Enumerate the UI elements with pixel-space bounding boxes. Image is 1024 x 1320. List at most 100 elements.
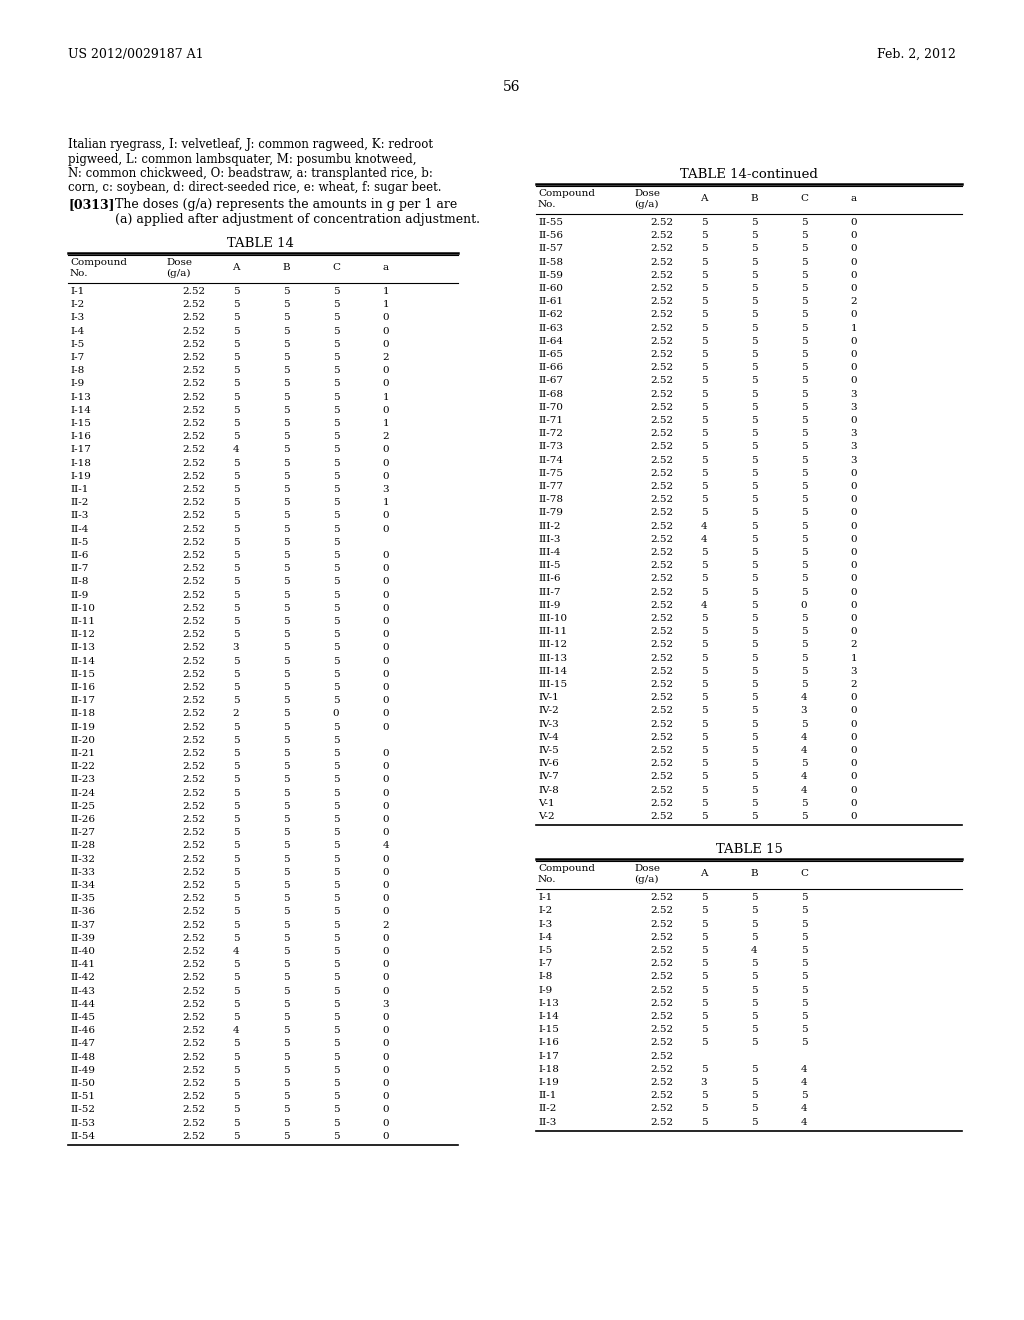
- Text: Feb. 2, 2012: Feb. 2, 2012: [878, 48, 956, 61]
- Text: 5: 5: [751, 785, 758, 795]
- Text: 0: 0: [851, 521, 857, 531]
- Text: II-54: II-54: [70, 1131, 95, 1140]
- Text: 2.52: 2.52: [650, 1012, 674, 1020]
- Text: 5: 5: [283, 696, 290, 705]
- Text: III-3: III-3: [538, 535, 560, 544]
- Text: 2.52: 2.52: [650, 894, 674, 902]
- Text: 2.52: 2.52: [650, 960, 674, 968]
- Text: 2.52: 2.52: [650, 429, 674, 438]
- Text: 0: 0: [383, 590, 389, 599]
- Text: 2.52: 2.52: [182, 907, 206, 916]
- Text: II-77: II-77: [538, 482, 563, 491]
- Text: 5: 5: [232, 999, 240, 1008]
- Text: 2.52: 2.52: [182, 1052, 206, 1061]
- Text: 2.52: 2.52: [650, 785, 674, 795]
- Text: 5: 5: [333, 1065, 339, 1074]
- Text: 5: 5: [232, 1131, 240, 1140]
- Text: 5: 5: [801, 1026, 807, 1034]
- Text: 5: 5: [801, 376, 807, 385]
- Text: III-4: III-4: [538, 548, 560, 557]
- Text: II-61: II-61: [538, 297, 563, 306]
- Text: 5: 5: [751, 376, 758, 385]
- Text: 0: 0: [851, 416, 857, 425]
- Text: III-12: III-12: [538, 640, 567, 649]
- Text: 5: 5: [283, 1092, 290, 1101]
- Text: 2.52: 2.52: [650, 1105, 674, 1113]
- Text: IV-1: IV-1: [538, 693, 559, 702]
- Text: 0: 0: [383, 1118, 389, 1127]
- Text: 0: 0: [383, 656, 389, 665]
- Text: 2.52: 2.52: [182, 445, 206, 454]
- Text: 0: 0: [383, 748, 389, 758]
- Text: II-32: II-32: [70, 854, 95, 863]
- Text: 5: 5: [700, 416, 708, 425]
- Text: 0: 0: [851, 363, 857, 372]
- Text: 5: 5: [801, 482, 807, 491]
- Text: 0: 0: [383, 603, 389, 612]
- Text: Dose: Dose: [634, 189, 660, 198]
- Text: 2.52: 2.52: [650, 271, 674, 280]
- Text: 5: 5: [751, 508, 758, 517]
- Text: pigweed, L: common lambsquater, M: posumbu knotweed,: pigweed, L: common lambsquater, M: posum…: [68, 153, 417, 165]
- Text: 0: 0: [383, 643, 389, 652]
- Text: 5: 5: [700, 653, 708, 663]
- Text: II-63: II-63: [538, 323, 563, 333]
- Text: 5: 5: [283, 577, 290, 586]
- Text: 2.52: 2.52: [182, 814, 206, 824]
- Text: 0: 0: [851, 495, 857, 504]
- Text: 4: 4: [383, 841, 389, 850]
- Text: 5: 5: [283, 352, 290, 362]
- Text: 5: 5: [751, 920, 758, 928]
- Text: 5: 5: [700, 772, 708, 781]
- Text: 5: 5: [333, 511, 339, 520]
- Text: 2.52: 2.52: [182, 498, 206, 507]
- Text: 5: 5: [700, 495, 708, 504]
- Text: Compound: Compound: [538, 189, 595, 198]
- Text: 5: 5: [333, 616, 339, 626]
- Text: 4: 4: [700, 535, 708, 544]
- Text: 2.52: 2.52: [650, 946, 674, 954]
- Text: I-15: I-15: [538, 1026, 559, 1034]
- Text: II-39: II-39: [70, 933, 95, 942]
- Text: 5: 5: [283, 643, 290, 652]
- Text: 5: 5: [333, 907, 339, 916]
- Text: 5: 5: [232, 366, 240, 375]
- Text: II-23: II-23: [70, 775, 95, 784]
- Text: 5: 5: [801, 574, 807, 583]
- Text: 2.52: 2.52: [182, 1092, 206, 1101]
- Text: 2.52: 2.52: [650, 535, 674, 544]
- Text: 5: 5: [333, 867, 339, 876]
- Text: 2.52: 2.52: [650, 376, 674, 385]
- Text: 2.52: 2.52: [182, 920, 206, 929]
- Text: 0: 0: [383, 1039, 389, 1048]
- Text: I-5: I-5: [70, 339, 84, 348]
- Text: 5: 5: [751, 548, 758, 557]
- Text: 5: 5: [751, 1105, 758, 1113]
- Text: 5: 5: [751, 1012, 758, 1020]
- Text: 2.52: 2.52: [650, 403, 674, 412]
- Text: 0: 0: [383, 1012, 389, 1022]
- Text: 5: 5: [333, 313, 339, 322]
- Text: 4: 4: [801, 1105, 807, 1113]
- Text: 5: 5: [283, 432, 290, 441]
- Text: 5: 5: [283, 1039, 290, 1048]
- Text: 2.52: 2.52: [182, 313, 206, 322]
- Text: 5: 5: [751, 363, 758, 372]
- Text: 2.52: 2.52: [182, 973, 206, 982]
- Text: 2.52: 2.52: [182, 735, 206, 744]
- Text: 5: 5: [283, 735, 290, 744]
- Text: A: A: [232, 263, 240, 272]
- Text: 5: 5: [751, 1039, 758, 1047]
- Text: C: C: [332, 263, 340, 272]
- Text: 0: 0: [383, 775, 389, 784]
- Text: 2.52: 2.52: [182, 484, 206, 494]
- Text: 5: 5: [801, 363, 807, 372]
- Text: 5: 5: [751, 271, 758, 280]
- Text: II-5: II-5: [70, 537, 88, 546]
- Text: 5: 5: [283, 788, 290, 797]
- Text: 0: 0: [383, 762, 389, 771]
- Text: II-65: II-65: [538, 350, 563, 359]
- Text: II-34: II-34: [70, 880, 95, 890]
- Text: 5: 5: [801, 416, 807, 425]
- Text: 0: 0: [383, 1052, 389, 1061]
